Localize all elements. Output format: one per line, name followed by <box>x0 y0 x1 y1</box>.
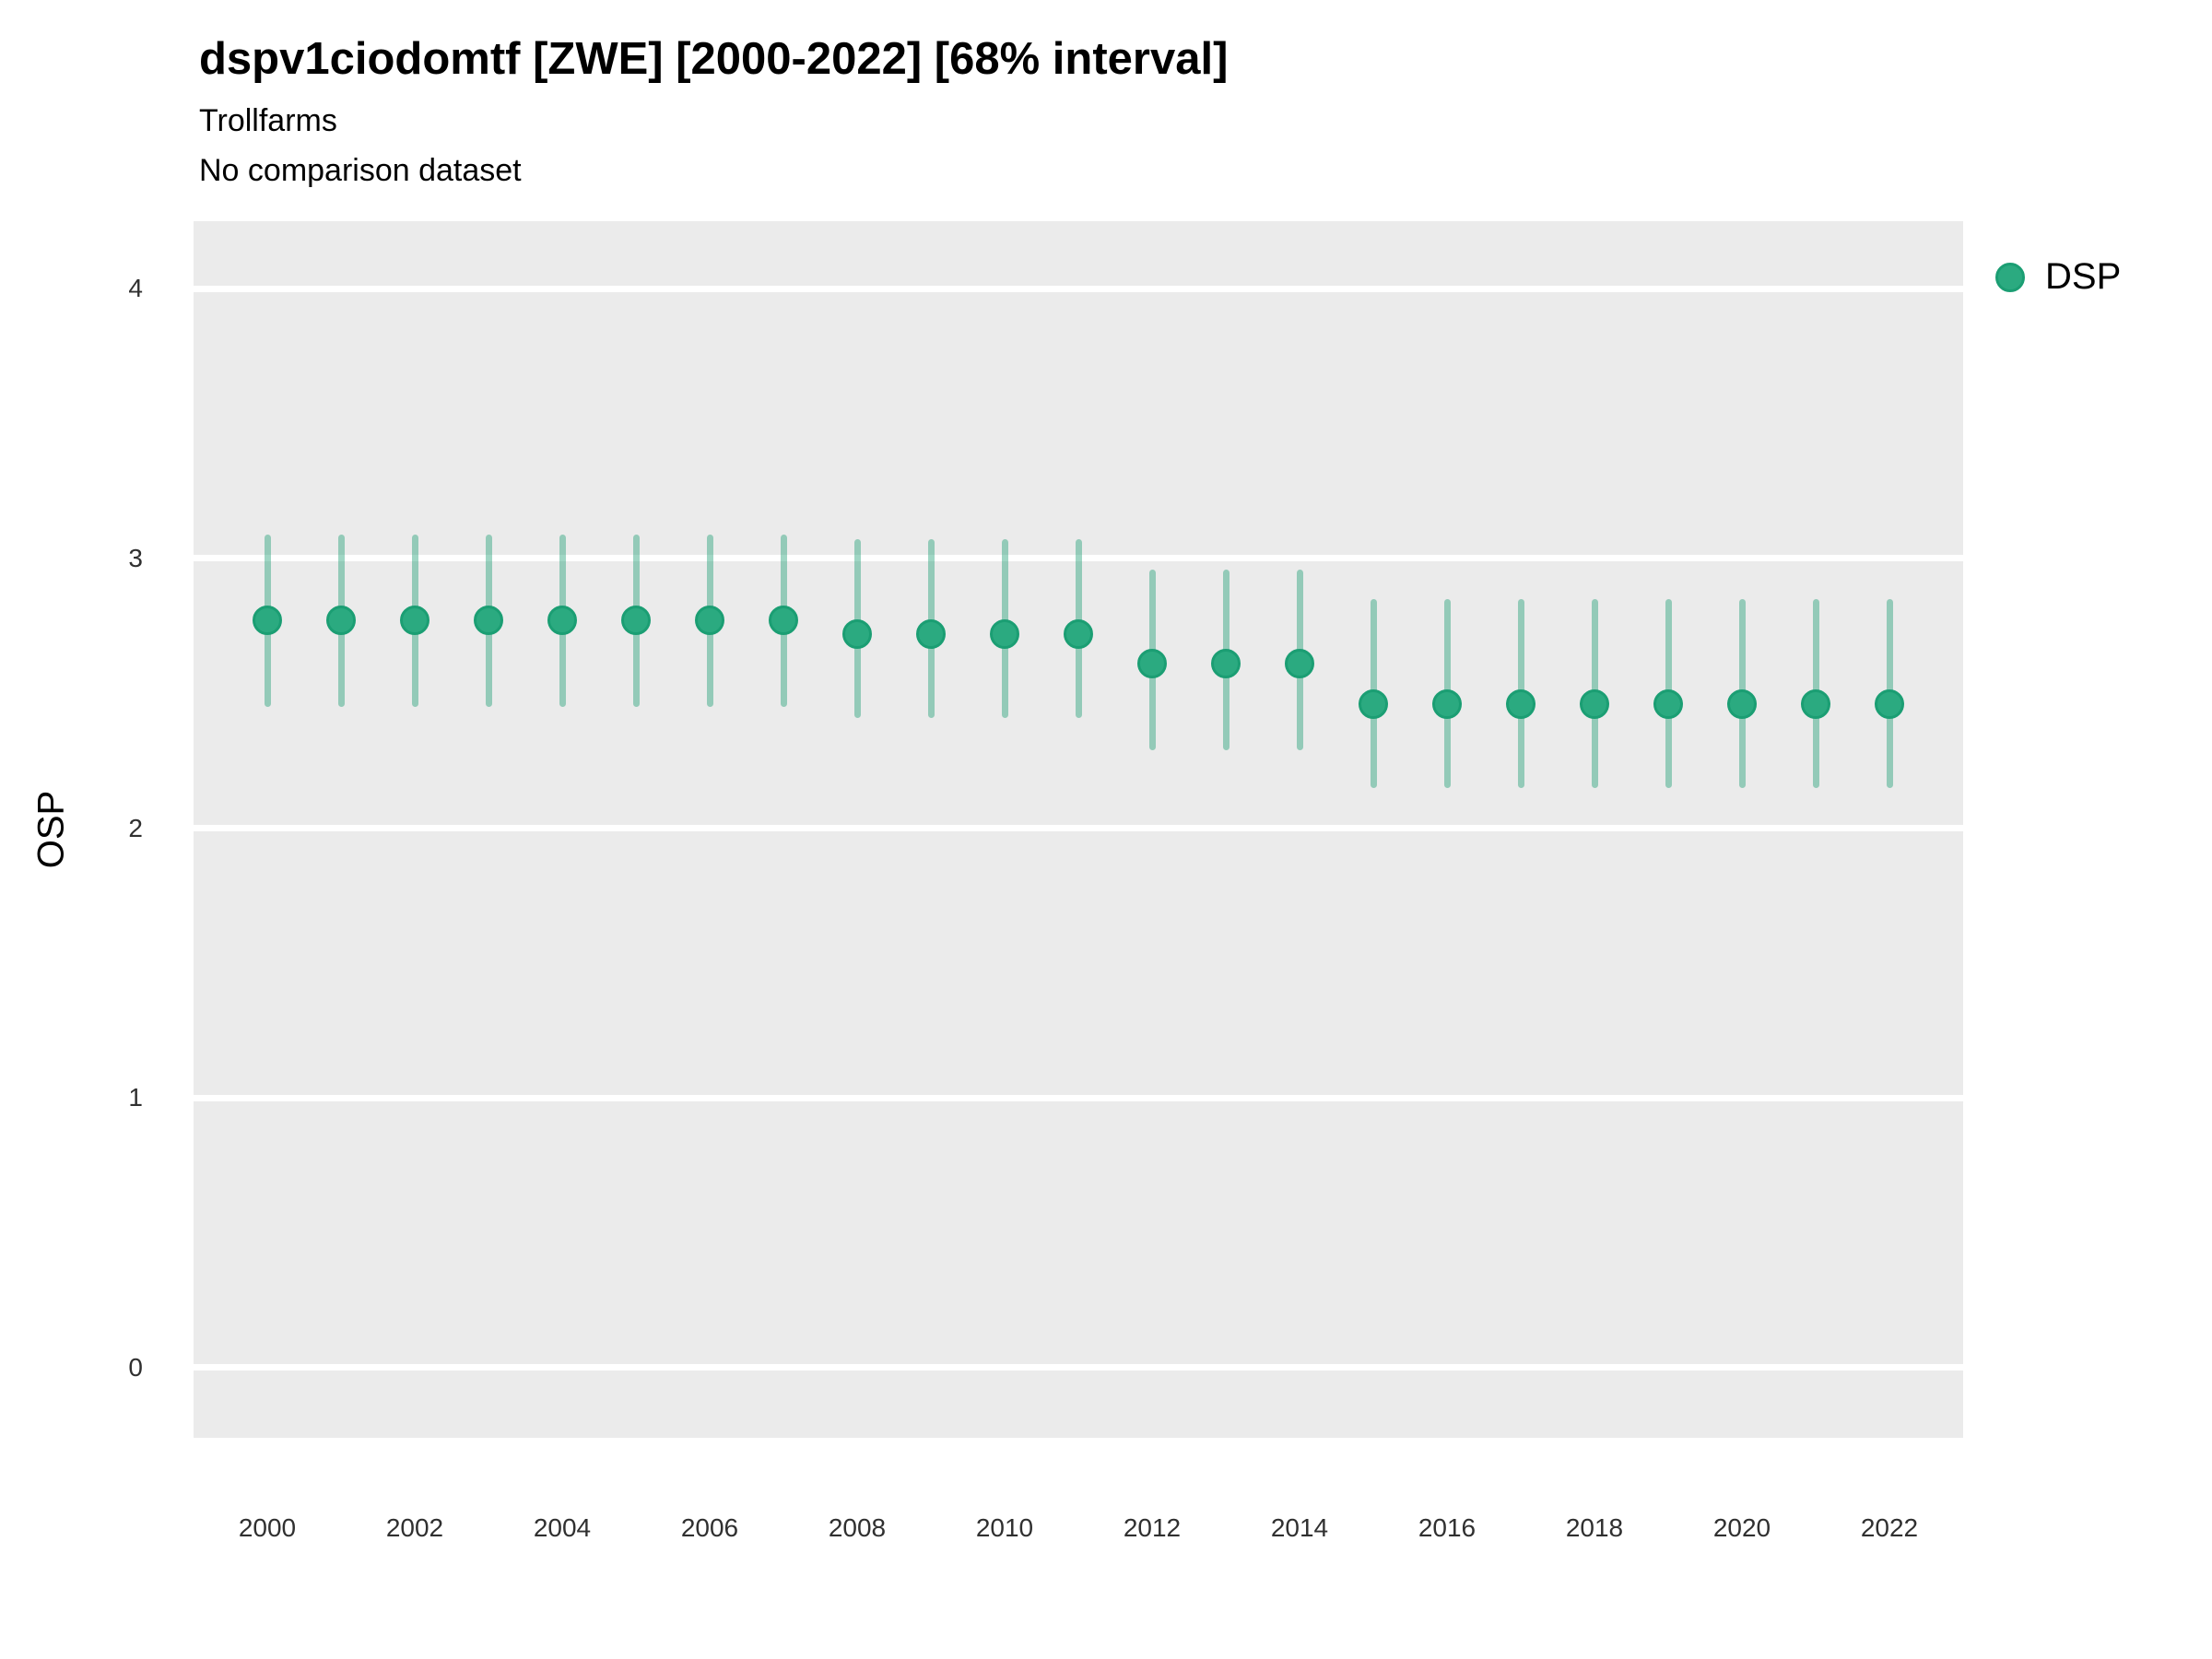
point-2018 <box>1580 688 1609 719</box>
gridline-y-3 <box>194 555 1963 562</box>
point-2016 <box>1432 688 1462 719</box>
point-2012 <box>1137 649 1167 678</box>
x-tick-label-2002: 2002 <box>385 1513 444 1542</box>
x-tick-label-2010: 2010 <box>975 1513 1034 1542</box>
y-tick-label-4: 4 <box>128 274 143 303</box>
point-2014 <box>1285 649 1314 678</box>
x-tick-label-2000: 2000 <box>238 1513 297 1542</box>
legend-label: DSP <box>2045 256 2122 297</box>
plot-panel <box>194 221 1963 1438</box>
point-2002 <box>400 606 429 636</box>
point-2001 <box>326 606 356 636</box>
x-tick-label-2008: 2008 <box>828 1513 887 1542</box>
chart-title: dspv1ciodomtf [ZWE] [2000-2022] [68% int… <box>199 34 1229 84</box>
point-2011 <box>1064 618 1093 649</box>
point-2004 <box>547 606 577 636</box>
point-2005 <box>621 606 651 636</box>
point-2010 <box>990 618 1019 649</box>
chart-subtitle: Trollfarms <box>199 103 337 138</box>
point-2021 <box>1801 688 1830 719</box>
point-2013 <box>1211 649 1241 678</box>
legend: DSP <box>1995 256 2121 298</box>
y-tick-label-1: 1 <box>128 1083 143 1112</box>
x-tick-label-2020: 2020 <box>1712 1513 1771 1542</box>
gridline-y-4 <box>194 285 1963 292</box>
point-2019 <box>1653 688 1683 719</box>
y-tick-label-2: 2 <box>128 813 143 842</box>
point-2022 <box>1875 688 1904 719</box>
x-tick-label-2018: 2018 <box>1565 1513 1624 1542</box>
y-tick-label-0: 0 <box>128 1352 143 1382</box>
x-tick-label-2004: 2004 <box>533 1513 592 1542</box>
gridline-y-2 <box>194 825 1963 832</box>
comparison-note: No comparison dataset <box>199 153 522 188</box>
point-2008 <box>842 618 872 649</box>
point-2015 <box>1359 688 1388 719</box>
point-2020 <box>1727 688 1757 719</box>
point-2000 <box>253 606 282 636</box>
gridline-y-0 <box>194 1364 1963 1371</box>
point-2003 <box>474 606 503 636</box>
x-tick-label-2012: 2012 <box>1123 1513 1182 1542</box>
point-2007 <box>769 606 798 636</box>
x-tick-label-2014: 2014 <box>1270 1513 1329 1542</box>
legend-point-icon <box>1995 262 2025 292</box>
x-tick-label-2016: 2016 <box>1418 1513 1477 1542</box>
point-2006 <box>695 606 724 636</box>
y-tick-label-3: 3 <box>128 543 143 572</box>
point-2009 <box>916 618 946 649</box>
x-tick-label-2022: 2022 <box>1860 1513 1919 1542</box>
point-2017 <box>1506 688 1535 719</box>
gridline-y-1 <box>194 1094 1963 1101</box>
y-axis-title: OSP <box>30 790 72 869</box>
x-tick-label-2006: 2006 <box>680 1513 739 1542</box>
